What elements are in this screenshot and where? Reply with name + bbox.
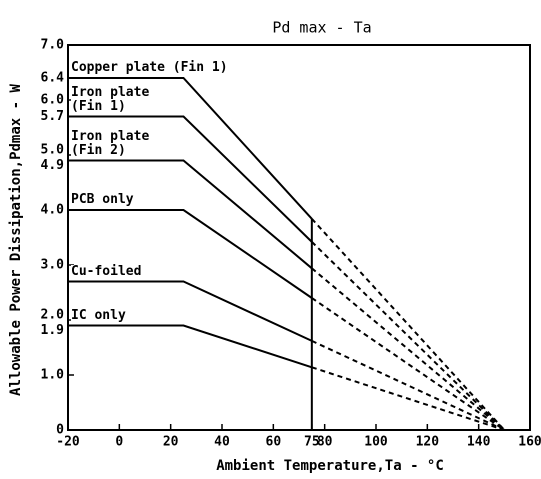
y-tick-label: 4.9 [41,158,64,173]
y-tick-label: 4.0 [41,203,65,218]
series-line-extrapolated [311,267,505,431]
series-line-extrapolated [311,339,505,431]
y-tick-label: 1.0 [41,368,65,383]
series-label: Iron plate (Fin 2) [71,129,171,158]
series-line-extrapolated [311,366,505,431]
y-tick-label: 2.0 [41,308,65,323]
x-tick-label: 0 [115,435,123,450]
series-line-extrapolated [311,218,506,431]
x-tick-label: 40 [214,435,230,450]
series-line [68,280,313,342]
series-line-extrapolated [311,241,506,431]
series-label: IC only [71,307,126,323]
x-tick-label: 80 [317,435,333,450]
series-line [68,209,313,299]
chart-title: Pd max - Ta [272,19,371,37]
series-line-extrapolated [311,297,505,431]
series-label: Copper plate (Fin 1) [71,60,228,75]
x-tick-label: 100 [364,435,388,450]
x-tick-label: 20 [163,435,179,450]
y-tick-label: 1.9 [41,323,64,338]
series-line [68,115,313,243]
series-label: PCB only [71,192,134,207]
x-tick-label: 120 [416,435,440,450]
x-tick-label: 60 [266,435,282,450]
y-tick-label: 6.4 [41,71,65,86]
x-axis-label: Ambient Temperature,Ta - °C [216,458,444,474]
y-tick-label: 0 [56,423,64,438]
y-tick-label: 7.0 [41,38,65,53]
plot-frame [67,44,531,431]
y-tick-label: 6.0 [41,93,65,108]
x-tick-label: 140 [467,435,491,450]
y-tick-label: 5.0 [41,143,65,158]
x-tick-label: -20 [56,435,80,450]
series-line [68,159,313,270]
series-label: Iron plate (Fin 1) [71,85,171,114]
series-line [68,324,313,369]
series-line [68,77,313,220]
x-tick-label: 160 [518,435,541,450]
y-tick-label: 3.0 [41,258,65,273]
x-tick-label: 75 [304,435,320,450]
y-axis-label: Allowable Power Dissipation,Pdmax - W [8,84,24,396]
series-label: Cu-foiled [71,263,142,279]
y-tick-label: 5.7 [41,109,64,124]
